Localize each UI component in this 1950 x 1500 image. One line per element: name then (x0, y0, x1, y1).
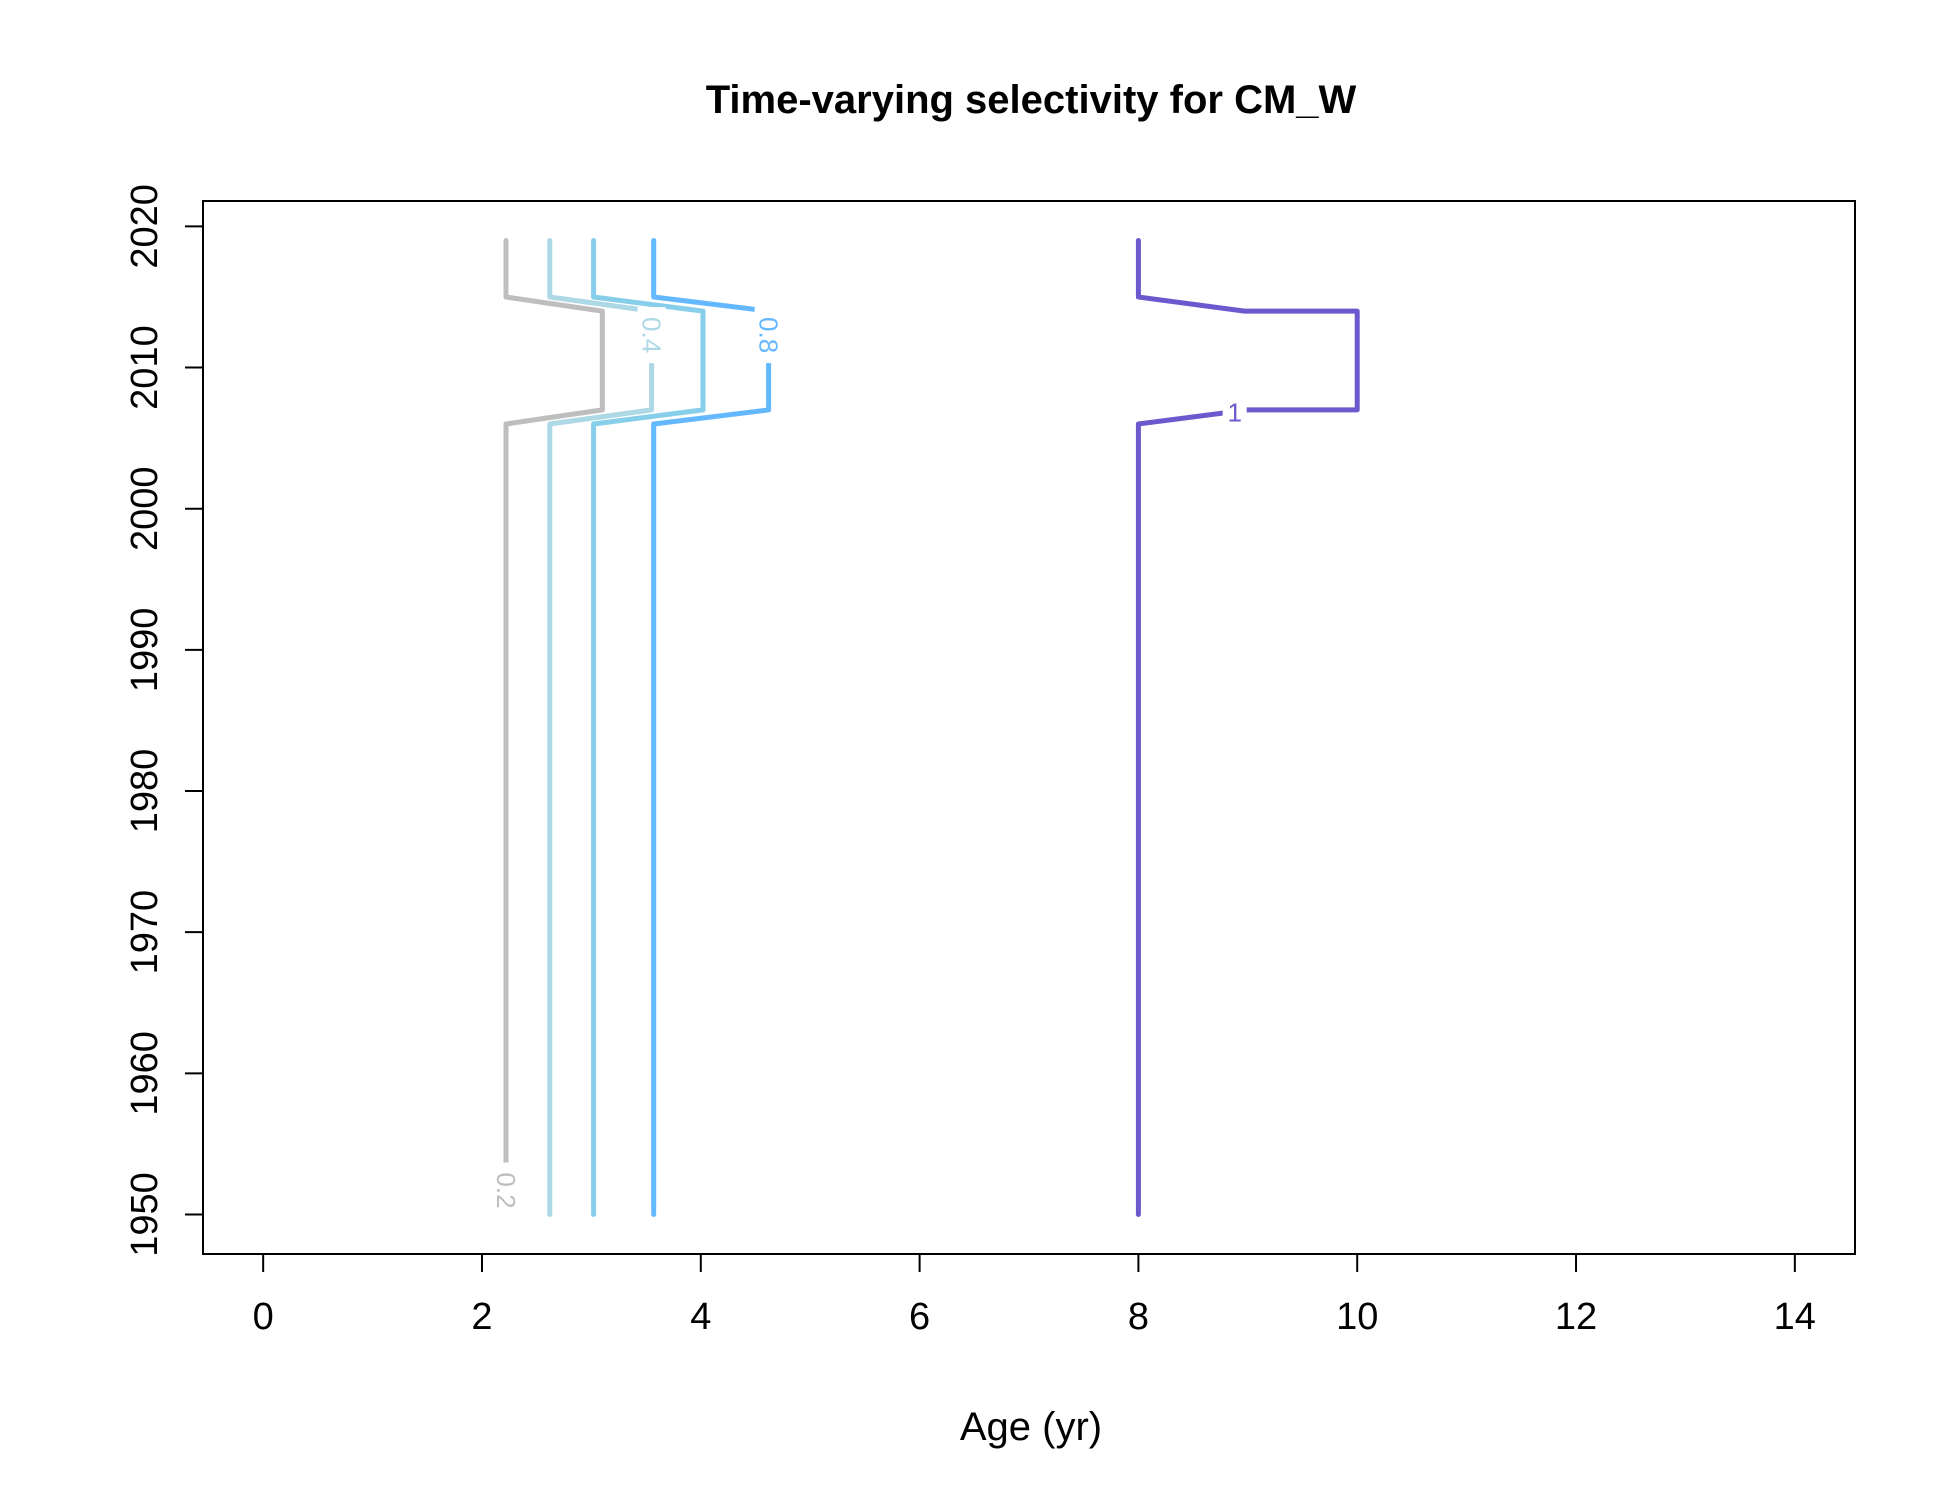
x-tick-label: 4 (690, 1296, 711, 1338)
contour-line-3 (591, 238, 706, 1217)
x-tick-label: 0 (253, 1296, 274, 1338)
y-tick-label: 1970 (124, 890, 166, 975)
plot-frame (202, 200, 1856, 1255)
x-tick-label: 14 (1774, 1296, 1816, 1338)
y-tick-label: 2000 (124, 466, 166, 551)
contour-label-gap (1222, 398, 1247, 427)
x-tick-label: 6 (909, 1296, 930, 1338)
contour-label-4: 0.8 (754, 317, 784, 353)
y-tick-label: 1980 (124, 749, 166, 834)
x-tick-label: 8 (1128, 1296, 1149, 1338)
contour-label-2: 0.4 (637, 317, 667, 353)
contour-label-gap (637, 307, 666, 364)
x-axis-label: Age (yr) (959, 1405, 1103, 1449)
contour-label-gap (492, 1162, 521, 1219)
contour-label-1: 0.2 (491, 1172, 521, 1208)
contour-label-5: 1 (1227, 398, 1241, 428)
contour-line-4 (651, 238, 772, 1217)
y-tick-label: 2010 (124, 325, 166, 410)
y-tick-label: 1990 (124, 608, 166, 693)
chart-title: Time-varying selectivity for CM_W (705, 78, 1357, 122)
y-tick-label: 1960 (124, 1031, 166, 1116)
y-tick-label: 1950 (124, 1172, 166, 1257)
contour-label-gap (754, 307, 783, 364)
y-tick-label: 2020 (124, 184, 166, 269)
x-tick-label: 10 (1336, 1296, 1378, 1338)
x-tick-label: 12 (1555, 1296, 1597, 1338)
contour-line-5 (1135, 238, 1360, 1217)
contour-line-1 (503, 238, 605, 1217)
x-tick-label: 2 (471, 1296, 492, 1338)
